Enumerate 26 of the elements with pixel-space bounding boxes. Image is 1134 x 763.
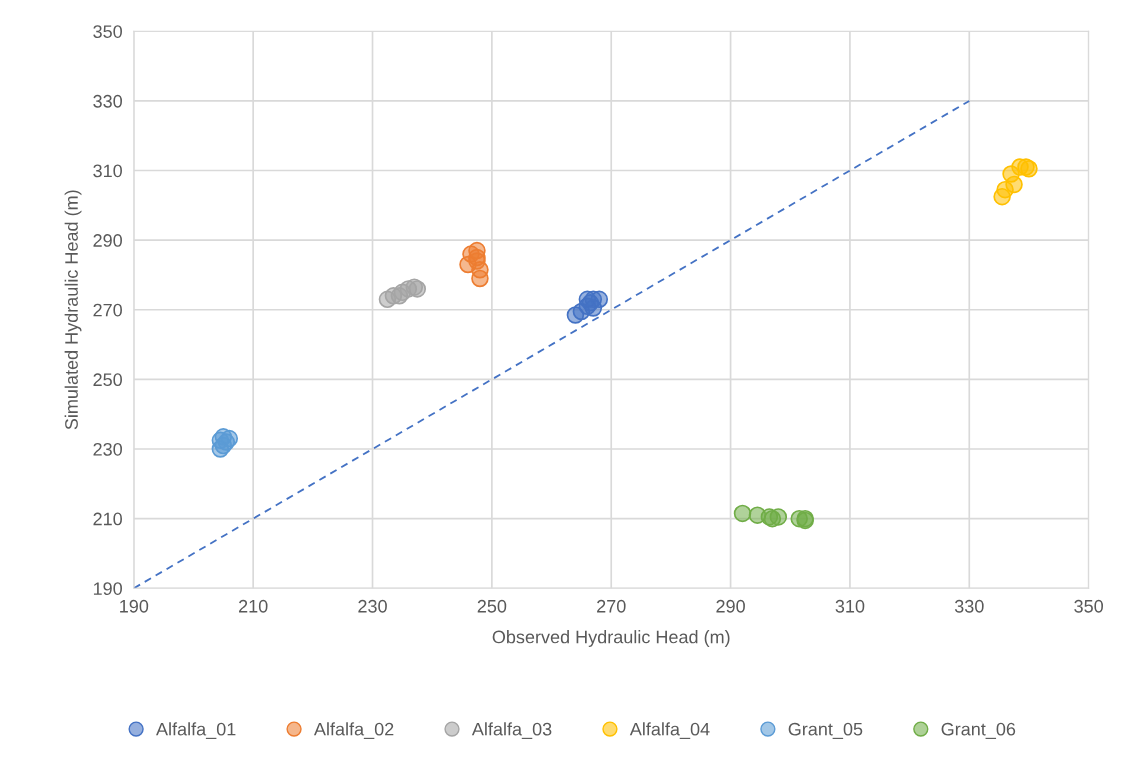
x-tick-label: 250 xyxy=(477,599,507,613)
legend-label: Alfalfa_01 xyxy=(156,722,236,739)
y-tick-label: 310 xyxy=(93,164,122,178)
legend-label: Alfalfa_04 xyxy=(629,722,710,739)
x-tick-label: 210 xyxy=(239,599,268,613)
y-tick-label: 350 xyxy=(93,25,122,38)
x-tick-label: 330 xyxy=(954,599,984,613)
y-tick-label: 190 xyxy=(93,582,122,595)
legend-label: Grant_06 xyxy=(941,722,1016,739)
legend-label: Alfalfa_03 xyxy=(471,722,552,739)
y-axis-title: Simulated Hydraulic Head (m) xyxy=(64,190,82,430)
y-tick-label: 270 xyxy=(93,303,122,317)
y-tick-label: 210 xyxy=(93,512,122,526)
x-tick-label: 190 xyxy=(120,599,149,613)
x-tick-label: 310 xyxy=(835,599,865,613)
legend-label: Alfalfa_02 xyxy=(313,722,394,739)
x-tick-label: 270 xyxy=(597,599,626,613)
y-tick-label: 230 xyxy=(93,442,122,456)
x-tick-label: 350 xyxy=(1074,599,1103,613)
y-tick-label: 250 xyxy=(93,373,122,387)
x-axis-title: Observed Hydraulic Head (m) xyxy=(492,630,730,647)
y-tick-label: 330 xyxy=(93,94,122,108)
x-tick-label: 230 xyxy=(358,599,387,613)
x-tick-label: 290 xyxy=(716,599,745,613)
legend-label: Grant_05 xyxy=(788,722,863,739)
y-tick-label: 290 xyxy=(93,234,122,247)
